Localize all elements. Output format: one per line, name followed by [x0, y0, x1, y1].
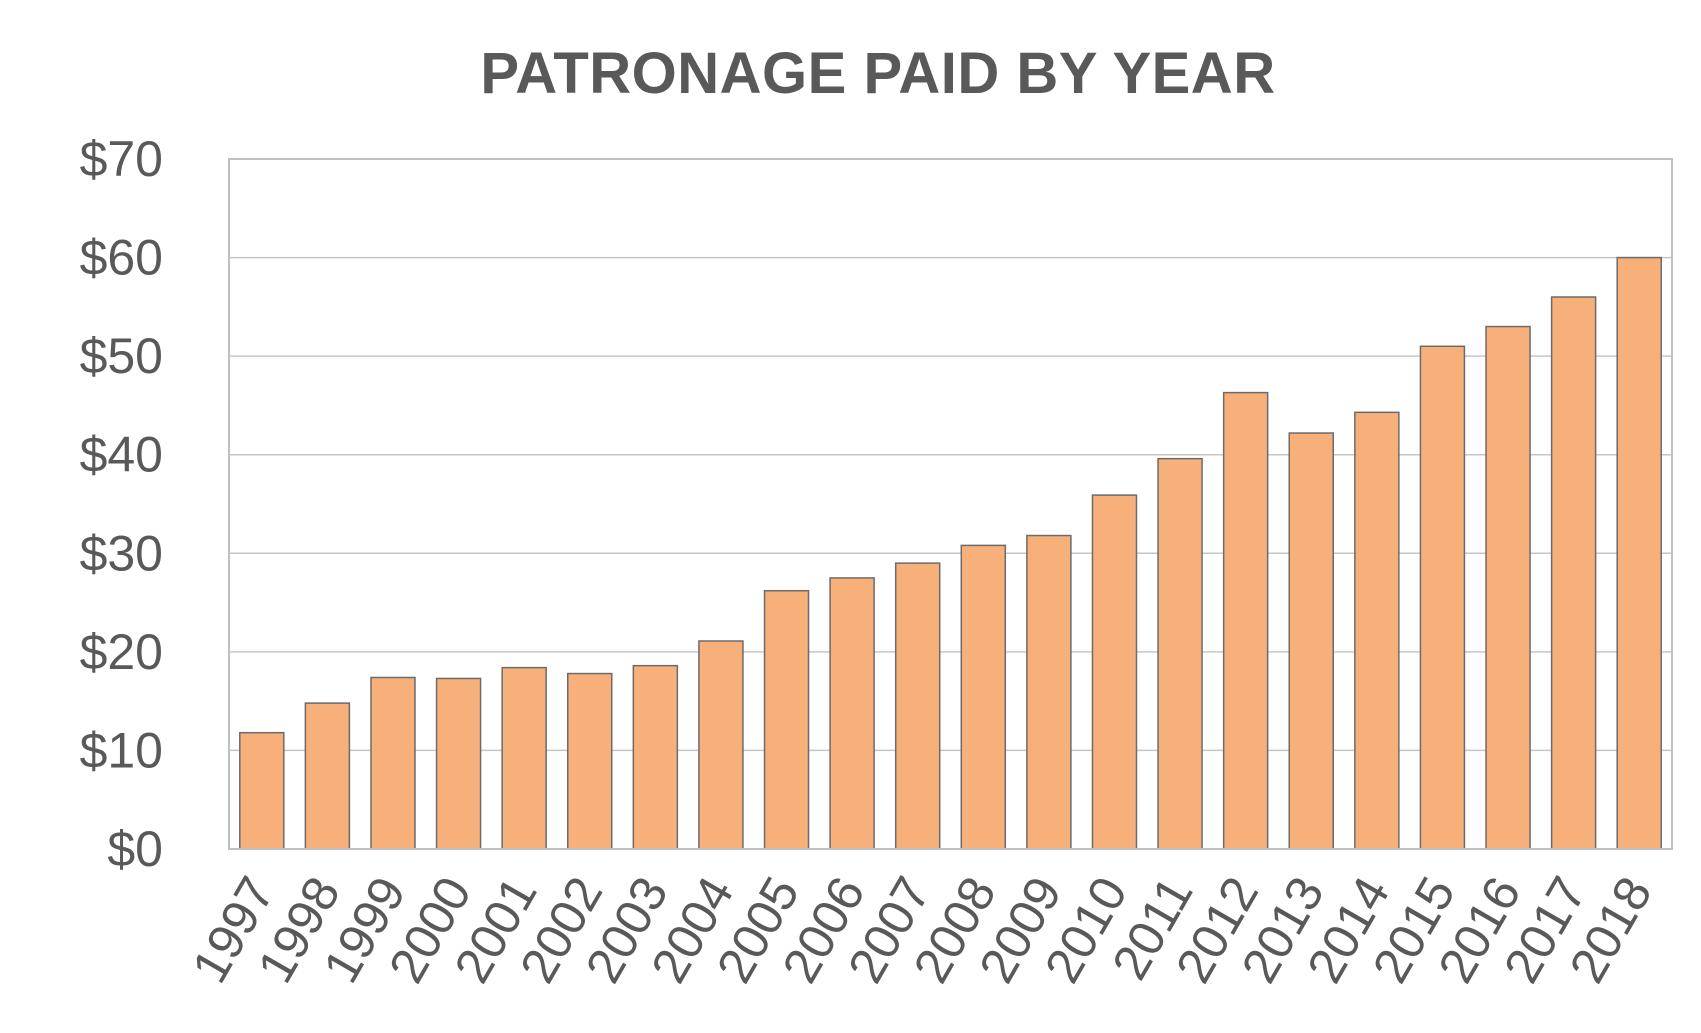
plot-area-border	[228, 158, 1673, 850]
bar	[1091, 494, 1138, 850]
bar	[632, 664, 679, 850]
bar	[304, 702, 351, 850]
bars	[239, 256, 1662, 850]
bar	[1354, 411, 1400, 850]
bar	[1419, 345, 1466, 850]
bar	[1157, 457, 1203, 850]
bar	[763, 589, 810, 850]
bar	[1026, 534, 1072, 850]
y-tick-label: $0	[107, 821, 163, 877]
y-axis-tick-labels: $0 $10 $20 $30 $40 $50 $60 $70	[80, 131, 163, 877]
y-tick-label: $40	[80, 427, 163, 483]
y-tick-label: $20	[80, 624, 163, 680]
bar	[501, 666, 547, 850]
chart-title: PATRONAGE PAID BY YEAR	[480, 41, 1276, 106]
bar	[960, 544, 1007, 850]
y-tick-label: $60	[80, 230, 163, 286]
bar	[1616, 256, 1662, 850]
bar	[698, 640, 744, 850]
bar	[567, 672, 613, 850]
y-tick-label: $70	[80, 131, 163, 187]
bar	[1550, 296, 1597, 850]
bar	[1222, 391, 1269, 850]
bar	[894, 562, 941, 850]
y-tick-label: $10	[80, 722, 163, 778]
x-axis-tick-labels: 1997199819992000200120022003200420052006…	[181, 867, 1663, 991]
bar	[1288, 432, 1334, 850]
y-tick-label: $30	[80, 525, 163, 581]
bar	[370, 676, 416, 850]
bar	[1485, 325, 1531, 850]
bar	[239, 731, 285, 850]
bar	[435, 677, 482, 850]
y-tick-label: $50	[80, 328, 163, 384]
bar	[829, 577, 875, 850]
